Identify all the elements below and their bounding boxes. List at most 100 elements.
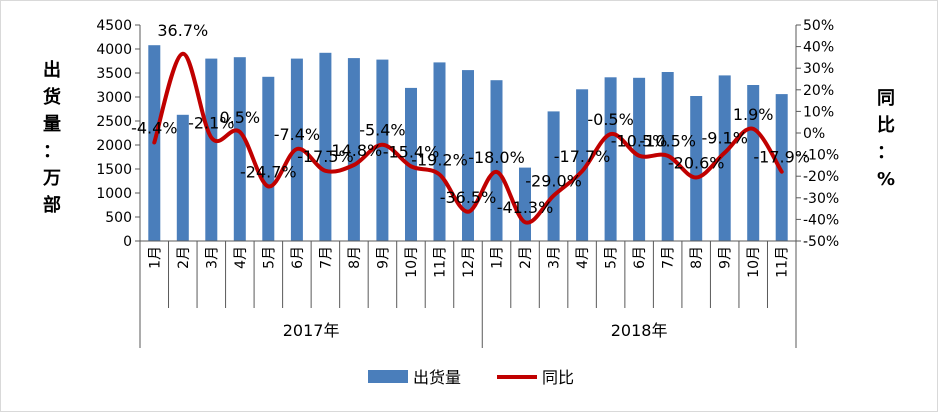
month-label: 10月 bbox=[404, 246, 420, 278]
month-label: 6月 bbox=[290, 246, 306, 269]
bar-5 bbox=[262, 76, 275, 241]
yoy-label-22: 1.9% bbox=[733, 105, 774, 124]
month-label: 10月 bbox=[746, 246, 762, 278]
left-tick-label: 1000 bbox=[96, 186, 132, 202]
bar-23 bbox=[775, 94, 788, 241]
right-tick-label: 50% bbox=[803, 18, 834, 34]
yoy-label-16: -17.7% bbox=[554, 147, 611, 166]
yoy-label-15: -29.0% bbox=[525, 172, 582, 191]
right-tick-label: -50% bbox=[803, 234, 839, 250]
year-label: 2018年 bbox=[611, 321, 668, 340]
yoy-label-23: -17.9% bbox=[753, 148, 810, 167]
yoy-label-21: -9.1% bbox=[701, 129, 747, 148]
month-label: 6月 bbox=[632, 246, 648, 269]
bar-2 bbox=[176, 114, 189, 241]
right-tick-label: 40% bbox=[803, 40, 834, 56]
bar-21 bbox=[718, 75, 731, 242]
month-label: 7月 bbox=[318, 246, 334, 269]
left-axis-title-char: ： bbox=[43, 141, 61, 162]
left-tick-label: 500 bbox=[105, 210, 132, 226]
month-label: 8月 bbox=[347, 246, 363, 269]
bar-15 bbox=[547, 111, 560, 242]
bar-18 bbox=[633, 77, 646, 241]
yoy-label-18: -10.5% bbox=[611, 132, 668, 151]
month-label: 11月 bbox=[775, 246, 791, 278]
yoy-label-11: -19.2% bbox=[411, 151, 468, 170]
bar-4 bbox=[233, 57, 246, 242]
left-tick-label: 1500 bbox=[96, 162, 132, 178]
bar-9 bbox=[376, 59, 389, 241]
right-tick-label: 0% bbox=[803, 126, 825, 142]
right-tick-label: -40% bbox=[803, 212, 839, 228]
month-label: 9月 bbox=[375, 246, 391, 269]
month-label: 8月 bbox=[689, 246, 705, 269]
month-label: 3月 bbox=[547, 246, 563, 269]
yoy-line bbox=[152, 51, 784, 225]
month-label: 3月 bbox=[204, 246, 220, 269]
right-axis-title-char: 同 bbox=[877, 88, 895, 109]
left-axis-title-char: 出 bbox=[43, 59, 61, 81]
left-axis-title-char: 货 bbox=[43, 86, 61, 108]
right-axis-title-char: % bbox=[877, 169, 895, 190]
right-tick-label: 20% bbox=[803, 83, 834, 99]
yoy-label-20: -20.6% bbox=[668, 154, 725, 173]
month-label: 1月 bbox=[490, 246, 506, 269]
bar-7 bbox=[319, 52, 332, 241]
right-tick-label: -20% bbox=[803, 169, 839, 185]
yoy-label-19: -10.5% bbox=[639, 132, 696, 151]
yoy-label-8: -14.8% bbox=[326, 141, 383, 160]
yoy-label-6: -7.4% bbox=[274, 125, 320, 144]
yoy-label-10: -15.4% bbox=[383, 142, 440, 161]
bar-12 bbox=[462, 70, 474, 241]
yoy-label-14: -41.3% bbox=[497, 198, 554, 217]
month-label: 9月 bbox=[718, 246, 734, 269]
right-axis-title-char: 比 bbox=[877, 115, 895, 136]
right-tick-label: -10% bbox=[803, 148, 839, 164]
yoy-label-9: -5.4% bbox=[359, 121, 405, 140]
right-tick-label: -30% bbox=[803, 191, 839, 207]
right-axis-title-char: ： bbox=[877, 142, 895, 163]
yoy-label-2: 36.7% bbox=[157, 21, 208, 40]
legend-swatch-shipments bbox=[368, 370, 408, 383]
bar-20 bbox=[690, 96, 703, 241]
month-label: 11月 bbox=[433, 246, 449, 278]
month-label: 2月 bbox=[176, 246, 192, 269]
right-tick-label: 30% bbox=[803, 61, 834, 77]
right-tick-label: 10% bbox=[803, 104, 834, 120]
legend-label-yoy: 同比 bbox=[542, 368, 574, 387]
yoy-label-17: -0.5% bbox=[587, 110, 633, 129]
month-label: 7月 bbox=[661, 246, 677, 269]
left-tick-label: 2000 bbox=[96, 138, 132, 154]
month-label: 5月 bbox=[261, 246, 277, 269]
month-label: 1月 bbox=[147, 246, 163, 269]
month-label: 5月 bbox=[604, 246, 620, 269]
month-label: 4月 bbox=[233, 246, 249, 269]
yoy-label-13: -18.0% bbox=[468, 148, 525, 167]
bar-3 bbox=[205, 58, 218, 241]
bar-13 bbox=[490, 80, 503, 241]
left-tick-label: 0 bbox=[123, 234, 132, 250]
left-tick-label: 4500 bbox=[96, 18, 132, 34]
year-label: 2017年 bbox=[283, 321, 340, 340]
legend-label-shipments: 出货量 bbox=[413, 368, 461, 387]
left-tick-label: 3500 bbox=[96, 66, 132, 82]
month-label: 2月 bbox=[518, 246, 534, 269]
bar-11 bbox=[433, 62, 446, 242]
yoy-label-4: 0.5% bbox=[219, 108, 260, 127]
bar-16 bbox=[576, 89, 589, 241]
bar-8 bbox=[347, 58, 360, 241]
bar-17 bbox=[604, 77, 617, 241]
left-tick-label: 2500 bbox=[96, 114, 132, 130]
yoy-label-7: -17.5% bbox=[297, 147, 354, 166]
left-tick-label: 3000 bbox=[96, 90, 132, 106]
left-axis-title-char: 部 bbox=[43, 194, 61, 216]
yoy-label-5: -24.7% bbox=[240, 162, 297, 181]
bar-22 bbox=[747, 85, 760, 241]
yoy-label-3: -2.1% bbox=[188, 114, 234, 133]
left-axis-title-char: 万 bbox=[42, 168, 61, 189]
month-label: 12月 bbox=[461, 246, 477, 278]
left-tick-label: 4000 bbox=[96, 42, 132, 58]
yoy-label-1: -4.4% bbox=[131, 119, 177, 138]
